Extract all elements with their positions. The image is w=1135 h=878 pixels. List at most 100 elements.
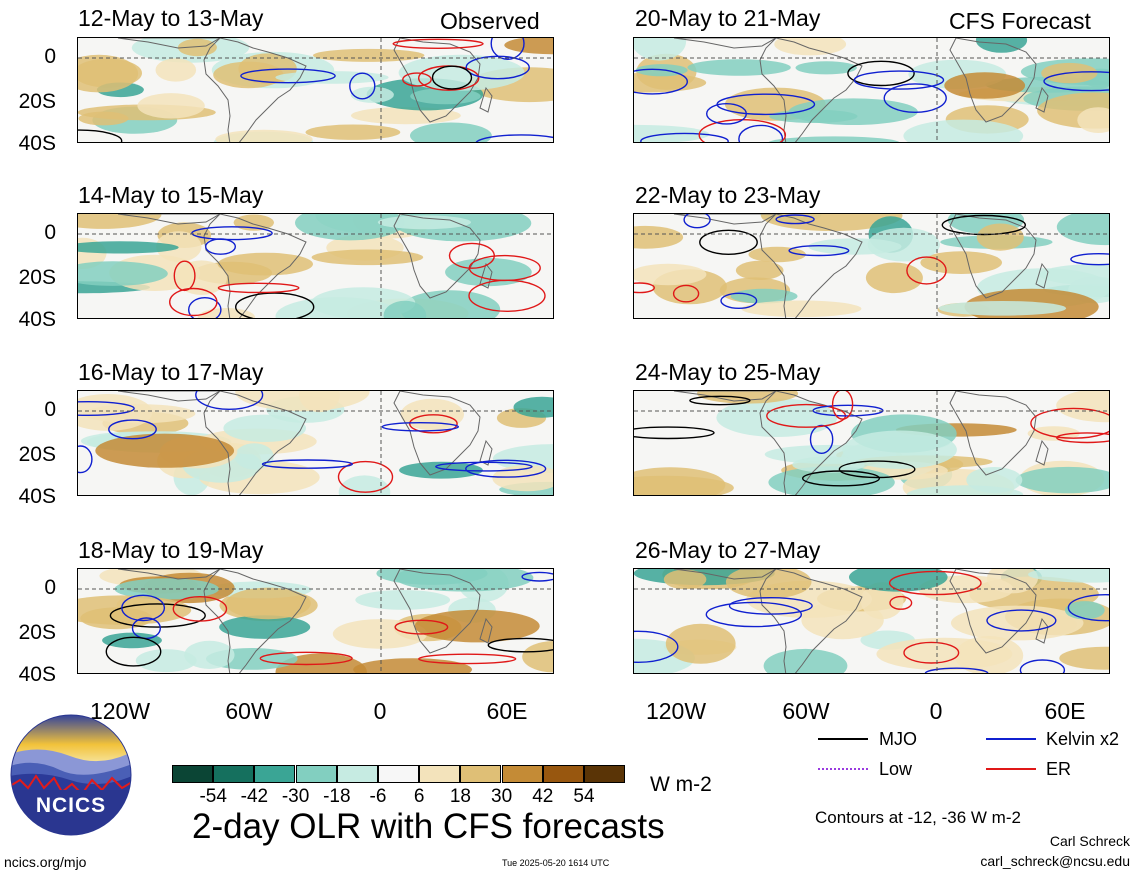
- lon-label-60e: 60E: [1044, 698, 1086, 724]
- negative-olr-anomaly: [903, 119, 1024, 142]
- negative-olr-anomaly: [399, 461, 483, 479]
- negative-olr-anomaly: [355, 590, 451, 610]
- kelvin-contour: [521, 571, 553, 582]
- panel-title-5: 16-May to 17-May: [78, 359, 264, 385]
- lat-label-40s: 40S: [18, 132, 56, 155]
- mjo-contour: [105, 636, 162, 667]
- colorbar-swatch: [584, 765, 625, 783]
- er-contour: [408, 414, 458, 434]
- negative-olr-anomaly: [763, 648, 848, 673]
- er-contour: [394, 619, 449, 635]
- mjo-legend-line: [818, 738, 868, 740]
- negative-olr-anomaly: [1056, 214, 1109, 246]
- positive-olr-anomaly: [492, 465, 553, 492]
- colorbar-swatch: [419, 765, 461, 783]
- colorbar-swatch: [254, 765, 296, 783]
- panel-title-3: 14-May to 15-May: [78, 182, 264, 208]
- negative-olr-anomaly: [975, 38, 1028, 53]
- kelvin-contour: [683, 214, 711, 229]
- colorbar-swatch: [172, 765, 213, 783]
- er-legend-label: ER: [1046, 759, 1072, 779]
- lon-label-0: 0: [373, 698, 387, 724]
- er-contour: [672, 284, 700, 303]
- colorbar-tick-label: -42: [240, 786, 269, 807]
- positive-olr-anomaly: [235, 391, 370, 412]
- colorbar-tick-label: -54: [199, 786, 227, 807]
- lat-label-0: 0: [44, 221, 56, 244]
- lon-label-0: 0: [929, 698, 943, 724]
- mjo-contour: [235, 292, 315, 318]
- positive-olr-anomaly: [313, 48, 425, 62]
- negative-olr-anomaly: [849, 569, 948, 592]
- mjo-contour: [689, 395, 751, 406]
- lat-label-20s: 20S: [18, 266, 56, 289]
- ncics-logo-graphic: [10, 714, 132, 836]
- olr-map-svg-2: [634, 38, 1109, 142]
- olr-map-panel-1: [77, 37, 554, 143]
- lat-label-20s: 20S: [18, 443, 56, 466]
- positive-olr-anomaly: [95, 433, 235, 468]
- positive-olr-anomaly: [311, 249, 424, 266]
- kelvin-contour: [121, 594, 166, 622]
- central-america-outline: [117, 214, 222, 225]
- negative-olr-anomaly: [906, 485, 1024, 495]
- negative-olr-anomaly: [78, 261, 168, 286]
- negative-olr-anomaly: [1028, 569, 1109, 583]
- colorbar-swatch: [501, 765, 543, 783]
- olr-map-svg-4: [634, 214, 1109, 318]
- negative-olr-anomaly: [768, 136, 900, 142]
- lat-label-40s: 40S: [18, 663, 56, 686]
- olr-map-svg-8: [634, 569, 1109, 673]
- colorbar-tick-label: -30: [281, 786, 310, 807]
- lat-label-0: 0: [44, 576, 56, 599]
- panel-title-7: 18-May to 19-May: [78, 537, 264, 563]
- mjo-contour: [634, 426, 715, 440]
- colorbar-tick-label: 6: [413, 786, 425, 807]
- negative-olr-anomaly: [795, 61, 857, 75]
- website-url[interactable]: ncics.org/mjo: [4, 854, 87, 870]
- colorbar-tick-label: -6: [369, 786, 387, 807]
- kelvin-contour: [108, 419, 157, 440]
- olr-map-svg-7: [78, 569, 553, 673]
- negative-olr-anomaly: [219, 615, 311, 639]
- kelvin-contour: [191, 226, 273, 241]
- negative-olr-anomaly: [295, 214, 405, 241]
- positive-olr-anomaly: [215, 129, 313, 142]
- south-america-outline: [203, 569, 307, 673]
- er-contour: [173, 260, 196, 292]
- negative-olr-anomaly: [792, 456, 865, 473]
- author-name: Carl Schreck: [1049, 833, 1130, 849]
- kelvin-contour: [924, 667, 989, 673]
- kelvin-contour: [1070, 253, 1109, 266]
- er-contour: [906, 256, 947, 285]
- lat-label-20s: 20S: [18, 621, 56, 644]
- kelvin-contour: [720, 292, 758, 310]
- positive-olr-anomaly: [944, 72, 1026, 99]
- south-america-outline: [759, 569, 863, 673]
- olr-map-panel-6: [633, 390, 1110, 496]
- negative-olr-anomaly: [338, 475, 391, 495]
- africa-outline: [393, 214, 481, 299]
- er-contour: [634, 282, 655, 294]
- er-legend-line: [986, 768, 1036, 770]
- colorbar-swatch: [336, 765, 378, 783]
- madagascar-outline: [1035, 617, 1049, 644]
- author-email: carl_schreck@ncsu.edu: [980, 853, 1130, 869]
- er-contour: [889, 595, 913, 610]
- er-contour: [169, 287, 218, 317]
- kelvin-contour: [465, 55, 530, 80]
- kelvin-legend-label: Kelvin x2: [1046, 729, 1120, 749]
- colorbar-swatch: [460, 765, 502, 783]
- kelvin-contour: [640, 132, 729, 142]
- central-america-outline: [117, 38, 222, 49]
- ncics-logo: NCICS: [10, 714, 132, 836]
- panel-title-4: 22-May to 23-May: [635, 182, 821, 208]
- negative-olr-anomaly: [383, 300, 427, 318]
- figure-title: 2-day OLR with CFS forecasts: [192, 807, 665, 846]
- colorbar-swatch: [378, 765, 419, 783]
- kelvin-contour: [705, 103, 747, 125]
- er-contour: [402, 72, 432, 87]
- er-contour: [217, 282, 300, 294]
- central-america-outline: [673, 569, 778, 580]
- low-legend-label: Low: [879, 759, 913, 779]
